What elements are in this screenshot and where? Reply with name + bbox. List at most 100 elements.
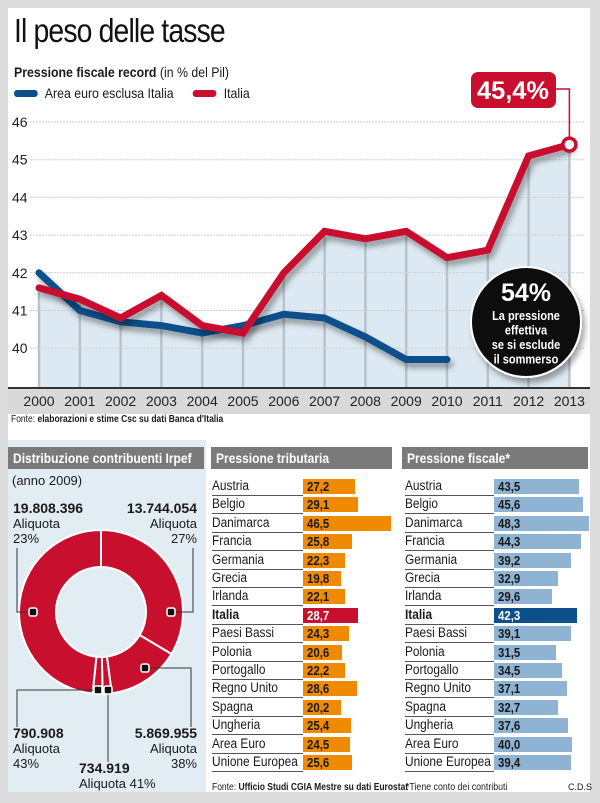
bubble-text-line: effettiva bbox=[505, 324, 548, 338]
marker-23 bbox=[28, 607, 38, 617]
table-row: Ungheria 37,6 bbox=[405, 716, 590, 736]
bar: 29,6 bbox=[494, 589, 553, 605]
row-separator bbox=[212, 660, 303, 662]
x-tick-label: 2003 bbox=[146, 393, 177, 409]
bar-value-label: 31,5 bbox=[498, 644, 521, 660]
slice-label-41: 734.919 Aliquota 41% bbox=[79, 761, 156, 792]
series-line-area-euro bbox=[35, 269, 451, 364]
table-row: Spagna 20,2 bbox=[212, 698, 392, 717]
row-separator bbox=[212, 752, 303, 754]
bar: 39,4 bbox=[494, 755, 572, 770]
row-separator bbox=[212, 605, 303, 607]
row-separator bbox=[405, 531, 494, 533]
bar: 22,1 bbox=[303, 589, 345, 605]
x-tick-label: 2007 bbox=[309, 393, 340, 409]
marker-41 bbox=[103, 685, 113, 695]
country-name: Danimarca bbox=[212, 514, 270, 530]
row-separator bbox=[212, 771, 303, 772]
table-row: Regno Unito 28,6 bbox=[212, 679, 392, 699]
slice-value: 790.908 bbox=[13, 725, 64, 741]
irpef-year: (anno 2009) bbox=[12, 473, 83, 488]
slice-pct: 27% bbox=[170, 531, 197, 546]
slice-aliquota: Aliquota bbox=[13, 741, 60, 756]
bar-value-label: 37,1 bbox=[498, 681, 521, 697]
country-name: Unione Europea bbox=[212, 754, 298, 769]
callout-box bbox=[471, 72, 556, 108]
country-name: Francia bbox=[405, 533, 445, 549]
slice-label-43: 790.908 Aliquota 43% bbox=[13, 725, 64, 772]
bar: 44,3 bbox=[494, 534, 581, 550]
slice-aliquota: Aliquota bbox=[150, 516, 197, 531]
slice-label-27: 13.744.054 Aliquota 27% bbox=[127, 501, 197, 547]
slice-aliquota: Aliquota bbox=[150, 741, 197, 756]
bar-value-label: 32,9 bbox=[498, 571, 521, 586]
table-source: Fonte: Ufficio Studi CGIA Mestre su dati… bbox=[212, 782, 408, 793]
country-name: Paesi Bassi bbox=[405, 625, 468, 641]
x-tick-label: 2013 bbox=[554, 393, 585, 409]
x-tick-label: 2006 bbox=[268, 393, 299, 409]
bar: 37,1 bbox=[494, 681, 567, 697]
row-separator bbox=[405, 771, 494, 772]
bar-value-label: 39,1 bbox=[498, 626, 521, 642]
marker-43 bbox=[93, 685, 103, 695]
row-separator bbox=[212, 587, 303, 588]
page-title: Il peso delle tasse bbox=[14, 12, 226, 49]
row-separator bbox=[405, 587, 494, 588]
bar-value-label: 28,7 bbox=[307, 607, 330, 623]
bar: 25,4 bbox=[303, 718, 352, 734]
bar: 37,6 bbox=[494, 718, 568, 734]
country-name: Paesi Bassi bbox=[212, 625, 275, 641]
bar-value-label: 48,3 bbox=[498, 515, 521, 531]
callout-leader bbox=[553, 88, 571, 138]
bar-value-label: 40,0 bbox=[498, 736, 521, 752]
fiscale-header: Pressione fiscale* bbox=[402, 447, 588, 469]
row-separator bbox=[212, 642, 303, 644]
bar: 39,1 bbox=[494, 626, 571, 642]
row-separator bbox=[405, 734, 494, 736]
y-tick-label: 45 bbox=[12, 152, 28, 168]
country-name: Grecia bbox=[212, 570, 247, 585]
table-row: Danimarca 46,5 bbox=[212, 514, 392, 533]
bar: 29,1 bbox=[303, 497, 359, 513]
bar-value-label: 39,2 bbox=[498, 552, 521, 568]
footnote: *Tiene conto dei contributi bbox=[406, 782, 508, 793]
table-row: Danimarca 48,3 bbox=[405, 514, 590, 533]
row-separator bbox=[212, 513, 303, 515]
y-tick-label: 43 bbox=[12, 227, 28, 243]
table-row: Polonia 20,6 bbox=[212, 643, 392, 662]
row-separator bbox=[405, 623, 494, 625]
slice-aliquota: Aliquota bbox=[13, 516, 60, 531]
legend-item-area-euro: Area euro esclusa Italia bbox=[14, 85, 174, 101]
country-name: Germania bbox=[405, 551, 458, 567]
table-row: Irlanda 29,6 bbox=[405, 587, 590, 607]
legend-item-italia: Italia bbox=[192, 85, 250, 101]
bar: 32,7 bbox=[494, 699, 559, 715]
source-prefix: Fonte: bbox=[212, 782, 239, 793]
source-text: elaborazioni e stime Csc su dati Banca d… bbox=[37, 414, 224, 425]
last-point-marker bbox=[561, 136, 578, 153]
x-tick-label: 2004 bbox=[187, 393, 218, 409]
bar-value-label: 29,6 bbox=[498, 589, 521, 605]
table-row: Austria 27,2 bbox=[212, 477, 392, 496]
bar: 45,6 bbox=[494, 497, 584, 513]
bar: 46,5 bbox=[303, 515, 392, 531]
country-name: Spagna bbox=[212, 698, 253, 714]
row-separator bbox=[212, 679, 303, 680]
bar-value-label: 25,6 bbox=[307, 755, 330, 770]
bar-value-label: 32,7 bbox=[498, 699, 521, 715]
x-axis-band bbox=[8, 388, 590, 414]
table-row: Ungheria 25,4 bbox=[212, 716, 392, 736]
bar: 25,6 bbox=[303, 755, 352, 770]
table-row: Spagna 32,7 bbox=[405, 698, 590, 717]
irpef-title: Distribuzione contribuenti Irpef bbox=[13, 450, 192, 466]
country-name: Unione Europea bbox=[405, 754, 491, 769]
country-name: Belgio bbox=[212, 496, 246, 512]
table-row: Belgio 29,1 bbox=[212, 495, 392, 515]
leader-27 bbox=[170, 548, 194, 613]
country-name: Regno Unito bbox=[212, 680, 279, 696]
leader-43 bbox=[16, 689, 97, 727]
donut-slice bbox=[18, 528, 102, 695]
row-separator bbox=[212, 495, 303, 496]
x-tick-label: 2008 bbox=[350, 393, 381, 409]
legend-swatch-red bbox=[192, 89, 217, 97]
